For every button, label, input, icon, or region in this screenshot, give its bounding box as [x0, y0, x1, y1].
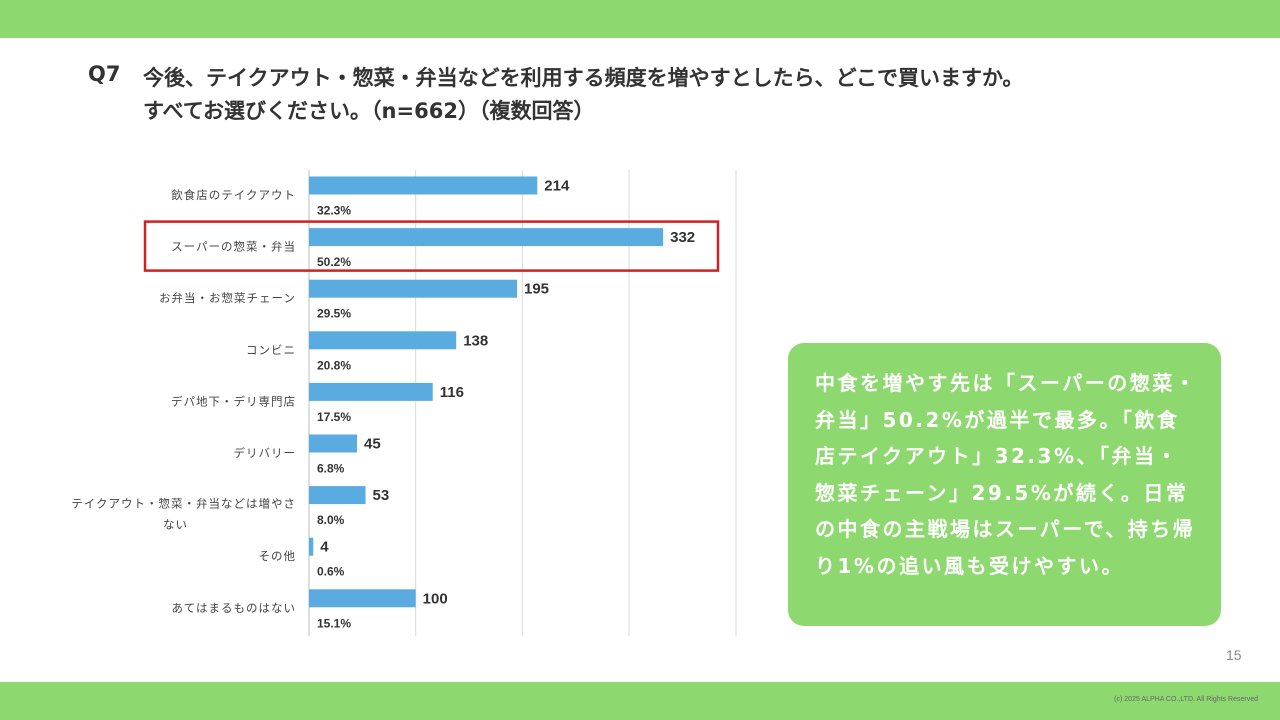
category-label-continued: ない — [163, 518, 188, 532]
bottom-band — [0, 682, 1280, 720]
value-label: 138 — [463, 332, 488, 349]
percent-label: 32.3% — [317, 204, 351, 218]
category-label: コンビニ — [246, 343, 296, 357]
bar — [309, 537, 314, 556]
question-number: Q7 — [88, 62, 121, 86]
bar — [309, 279, 517, 298]
top-band — [0, 0, 1280, 38]
percent-label: 29.5% — [317, 307, 351, 321]
page-number: 15 — [1226, 647, 1242, 663]
percent-label: 15.1% — [317, 616, 351, 630]
summary-callout: 中食を増やす先は「スーパーの惣菜・弁当」50.2%が過半で最多。「飲食店テイクア… — [788, 343, 1221, 626]
value-label: 4 — [320, 539, 329, 556]
category-label: テイクアウト・惣菜・弁当などは増やさ — [71, 497, 296, 511]
bar — [309, 589, 416, 608]
value-label: 53 — [373, 487, 390, 504]
bar — [309, 228, 664, 247]
category-label: 飲食店のテイクアウト — [171, 188, 296, 202]
category-label: デリバリー — [234, 446, 297, 460]
value-label: 100 — [423, 590, 448, 607]
question-title: 今後、テイクアウト・惣菜・弁当などを利用する頻度を増やすとしたら、どこで買います… — [143, 62, 1223, 128]
value-label: 195 — [524, 281, 549, 298]
bar-chart: 214 32.3% 飲食店のテイクアウト 332 50.2% スーパーの惣菜・弁当 195 2… — [71, 170, 737, 636]
bar — [309, 331, 457, 350]
value-label: 332 — [670, 229, 695, 246]
highlight-box — [143, 220, 720, 272]
percent-label: 6.8% — [317, 462, 345, 476]
percent-label: 0.6% — [317, 565, 345, 579]
question-line-2: すべてお選びください。（n=662）（複数回答） — [143, 99, 595, 123]
category-label: あてはまるものはない — [171, 601, 296, 615]
value-label: 116 — [440, 384, 464, 401]
category-label: お弁当・お惣菜チェーン — [159, 291, 296, 305]
category-label: その他 — [259, 549, 297, 563]
percent-label: 50.2% — [317, 255, 351, 269]
bar — [309, 176, 538, 195]
value-label: 214 — [544, 178, 570, 195]
category-label: デパ地下・デリ専門店 — [171, 394, 296, 408]
percent-label: 17.5% — [317, 410, 351, 424]
bar — [309, 434, 357, 453]
value-label: 45 — [364, 436, 381, 453]
percent-label: 8.0% — [317, 513, 345, 527]
summary-callout-text: 中食を増やす先は「スーパーの惣菜・弁当」50.2%が過半で最多。「飲食店テイクア… — [815, 371, 1198, 578]
copyright-text: (c) 2025 ALPHA CO.,LTD. All Rights Reser… — [1114, 696, 1258, 703]
category-label: スーパーの惣菜・弁当 — [171, 240, 296, 254]
bar — [309, 382, 433, 401]
question-line-1: 今後、テイクアウト・惣菜・弁当などを利用する頻度を増やすとしたら、どこで買います… — [143, 66, 1024, 90]
bar — [309, 486, 366, 505]
percent-label: 20.8% — [317, 358, 351, 372]
